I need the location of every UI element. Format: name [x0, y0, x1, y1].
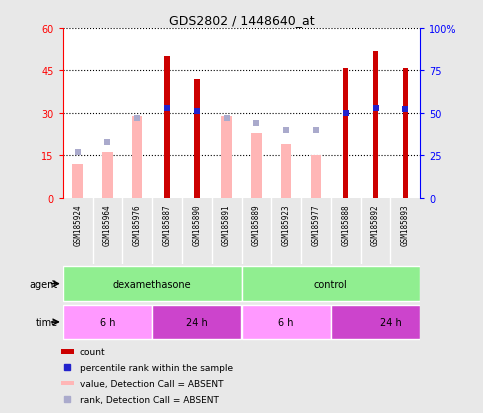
Bar — [194, 80, 199, 198]
Text: dexamethasone: dexamethasone — [113, 279, 191, 289]
Bar — [61, 349, 74, 354]
Bar — [311, 156, 321, 198]
Text: agent: agent — [30, 279, 58, 289]
Text: 24 h: 24 h — [186, 317, 208, 327]
Text: GSM185887: GSM185887 — [163, 204, 171, 245]
Text: percentile rank within the sample: percentile rank within the sample — [80, 363, 233, 372]
Text: GSM185976: GSM185976 — [133, 204, 142, 245]
Text: control: control — [314, 279, 348, 289]
Text: count: count — [80, 347, 105, 356]
Text: value, Detection Call = ABSENT: value, Detection Call = ABSENT — [80, 379, 223, 388]
Bar — [221, 116, 232, 198]
Bar — [63, 306, 152, 339]
Text: 24 h: 24 h — [380, 317, 401, 327]
Text: time: time — [36, 317, 58, 327]
Bar — [251, 133, 262, 198]
Bar — [132, 116, 142, 198]
Bar — [331, 306, 420, 339]
Text: GSM185893: GSM185893 — [401, 204, 410, 245]
Bar — [63, 266, 242, 301]
Text: GSM185889: GSM185889 — [252, 204, 261, 245]
Text: GDS2802 / 1448640_at: GDS2802 / 1448640_at — [169, 14, 314, 27]
Bar — [61, 381, 74, 386]
Bar — [403, 69, 408, 198]
Bar — [152, 306, 242, 339]
Text: GSM185977: GSM185977 — [312, 204, 320, 245]
Bar — [281, 145, 291, 198]
Text: 6 h: 6 h — [99, 317, 115, 327]
Bar — [373, 52, 378, 198]
Bar — [242, 306, 331, 339]
Text: rank, Detection Call = ABSENT: rank, Detection Call = ABSENT — [80, 395, 218, 404]
Bar — [72, 164, 83, 198]
Text: GSM185890: GSM185890 — [192, 204, 201, 245]
Bar — [343, 69, 348, 198]
Bar — [242, 266, 420, 301]
Text: GSM185923: GSM185923 — [282, 204, 291, 245]
Text: GSM185892: GSM185892 — [371, 204, 380, 245]
Text: GSM185891: GSM185891 — [222, 204, 231, 245]
Text: GSM185888: GSM185888 — [341, 204, 350, 245]
Bar — [164, 57, 170, 198]
Text: GSM185924: GSM185924 — [73, 204, 82, 245]
Text: GSM185964: GSM185964 — [103, 204, 112, 245]
Text: 6 h: 6 h — [278, 317, 294, 327]
Bar — [102, 153, 113, 198]
